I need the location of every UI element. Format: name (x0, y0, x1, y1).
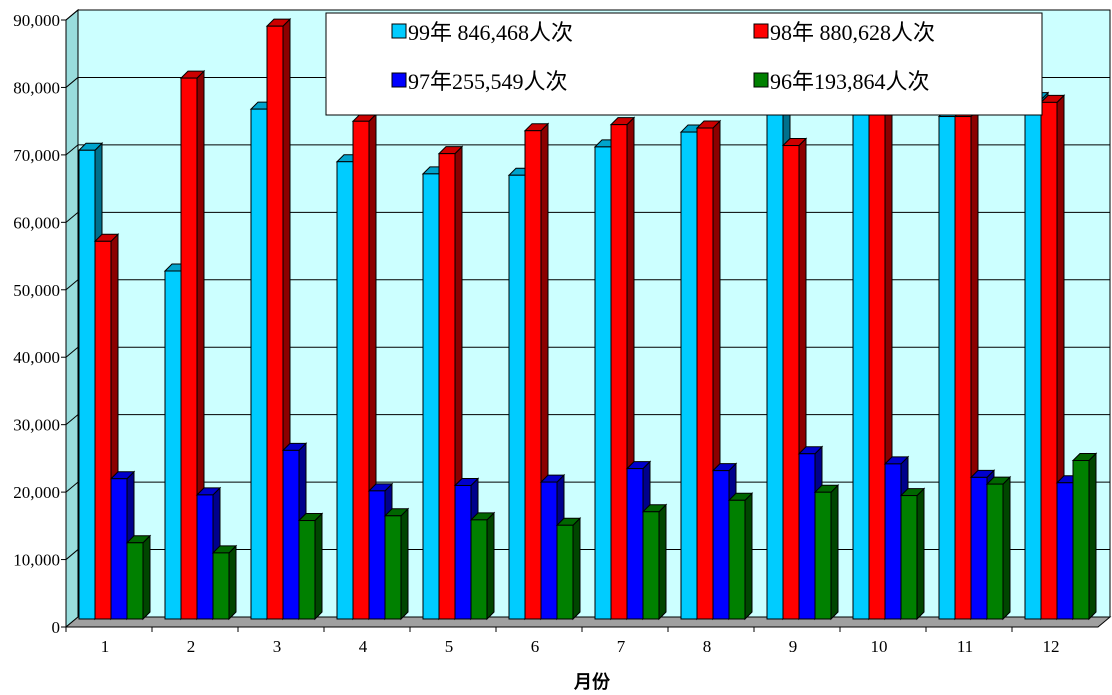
x-tick-label: 4 (359, 637, 368, 656)
y-tick-label: 70,000 (13, 146, 60, 165)
bar (641, 503, 668, 621)
gridlines (61, 9, 1110, 628)
x-tick-label: 9 (789, 637, 798, 656)
gridline-side (65, 77, 79, 88)
y-tick-label: 0 (52, 618, 61, 637)
y-tick-label: 50,000 (13, 281, 60, 300)
gridline-side (65, 481, 79, 493)
bar (125, 534, 152, 621)
gridline-side (65, 144, 79, 156)
x-tick-label: 11 (957, 637, 973, 656)
y-tick-label: 90,000 (13, 11, 60, 30)
bar (179, 69, 206, 621)
legend-label: 96年193,864人次 (770, 69, 930, 94)
gridline-side (65, 346, 79, 358)
y-tick-label: 20,000 (13, 483, 60, 502)
gridline-side (65, 549, 79, 560)
gridline-side (65, 414, 79, 426)
x-axis-tick-labels: 1 2 3 4 5 6 7 8 9 10 11 12 (65, 627, 1060, 656)
bar (1071, 452, 1098, 621)
y-tick-label: 80,000 (13, 78, 60, 97)
legend: 99年 846,468人次 98年 880,628人次 97年255,549人次 96… (325, 12, 1043, 116)
bar (469, 511, 496, 621)
gridline-side (65, 279, 79, 291)
bar (899, 487, 926, 621)
bar (813, 483, 840, 621)
gridline-side (65, 9, 79, 21)
y-axis-tick-labels: 0 10,000 20,000 30,000 40,000 50,000 60,000 70,… (13, 11, 60, 637)
legend-swatch (391, 23, 407, 39)
y-tick-label: 40,000 (13, 348, 60, 367)
x-tick-label: 7 (617, 637, 626, 656)
x-tick-label: 6 (531, 637, 540, 656)
bar (555, 517, 582, 621)
x-tick-label: 8 (703, 637, 712, 656)
x-axis-title: 月份 (573, 671, 611, 692)
legend-swatch (391, 72, 407, 88)
side-wall (65, 8, 79, 629)
y-tick-label: 10,000 (13, 551, 60, 570)
x-tick-label: 3 (273, 637, 282, 656)
x-tick-label: 12 (1043, 637, 1060, 656)
legend-swatch (753, 23, 769, 39)
bar (211, 544, 238, 621)
bar (985, 475, 1012, 621)
bar (297, 512, 324, 621)
x-tick-label: 5 (445, 637, 454, 656)
gridline-side (65, 211, 79, 223)
bar (727, 492, 754, 621)
x-tick-label: 10 (871, 637, 888, 656)
x-tick-label: 2 (187, 637, 196, 656)
legend-label: 98年 880,628人次 (770, 20, 935, 45)
legend-label: 99年 846,468人次 (408, 20, 573, 45)
y-tick-label: 30,000 (13, 416, 60, 435)
x-tick-label: 1 (101, 637, 110, 656)
legend-swatch (753, 72, 769, 88)
bar (383, 507, 410, 621)
y-tick-label: 60,000 (13, 213, 60, 232)
legend-box (325, 12, 1043, 116)
legend-label: 97年255,549人次 (408, 69, 568, 94)
bars (77, 17, 1098, 621)
